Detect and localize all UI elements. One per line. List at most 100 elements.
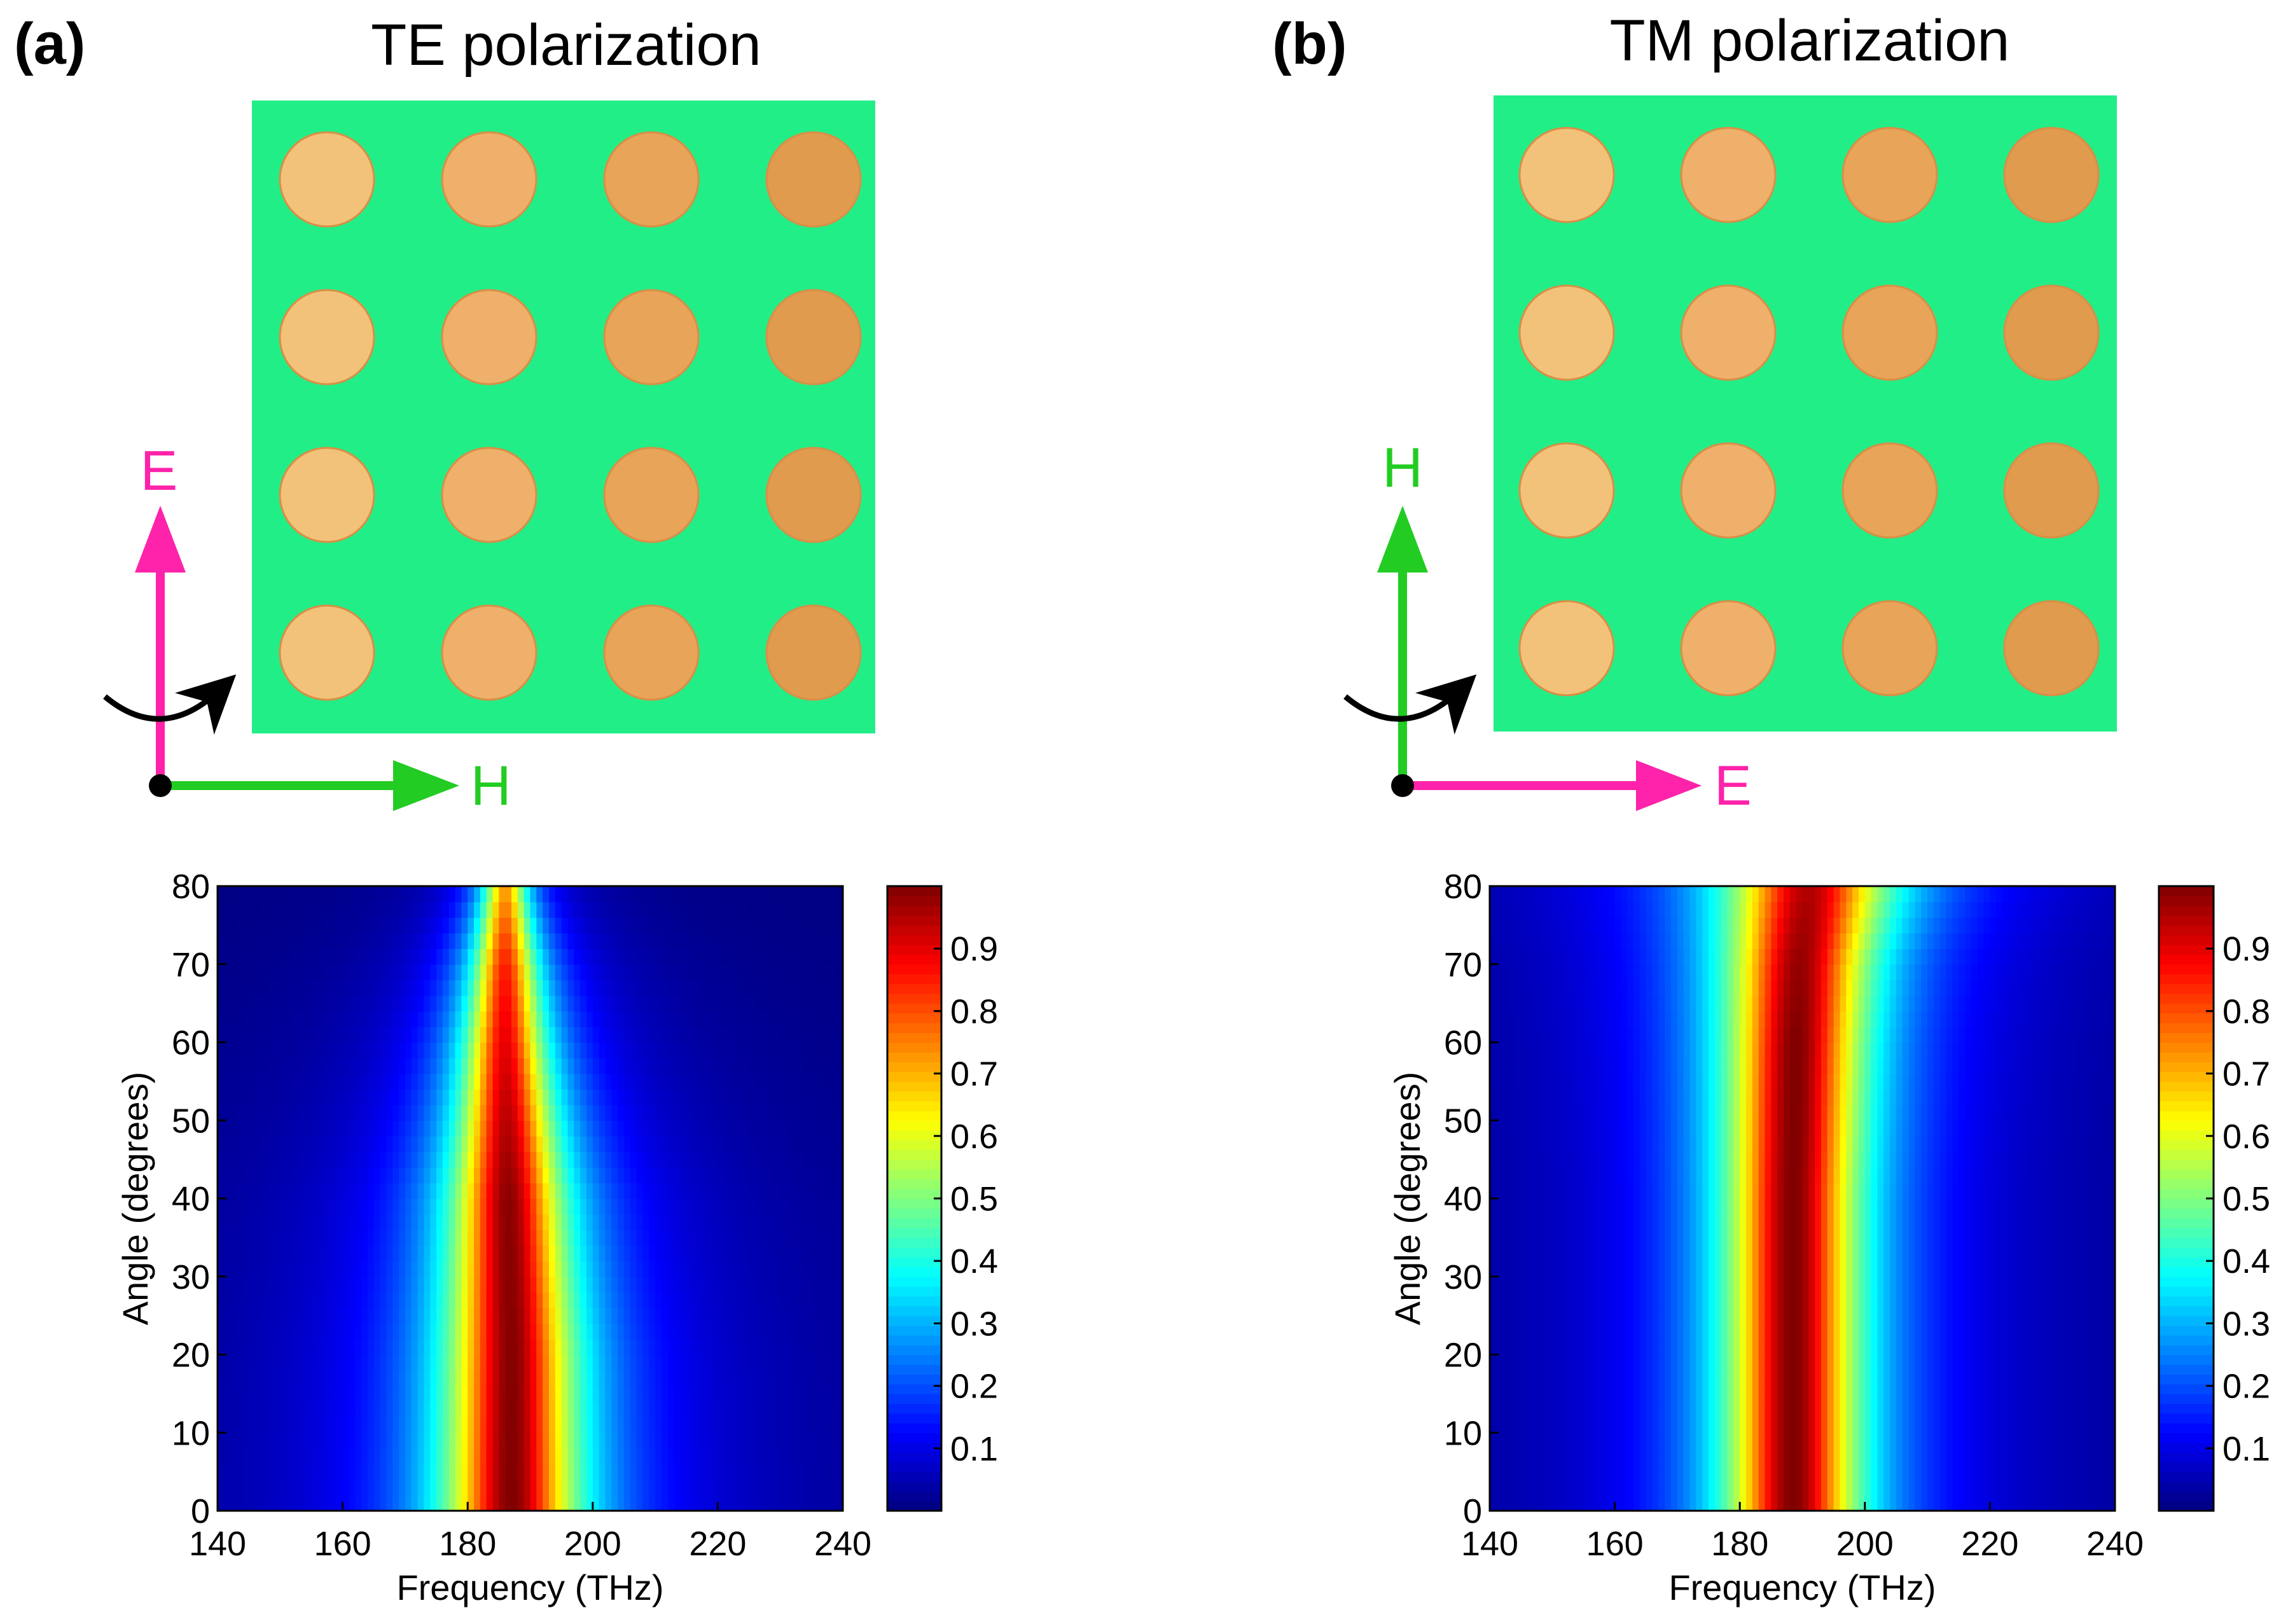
heatmap-cell [1752,1401,1759,1418]
heatmap-cell [655,1214,662,1230]
heatmap-cell [548,1448,556,1465]
heatmap-cell [649,1495,656,1511]
heatmap-cell [724,1042,731,1058]
heatmap-cell [2052,1417,2060,1434]
heatmap-cell [380,995,387,1012]
heatmap-cell [486,995,494,1012]
heatmap-cell [468,1245,475,1261]
heatmap-cell [686,1307,693,1324]
heatmap-cell [780,1417,787,1434]
heatmap-cell [567,1495,575,1511]
disk [279,289,375,385]
heatmap-cell [324,1104,331,1121]
heatmap-cell [324,1276,331,1293]
heatmap-cell [424,886,431,903]
heatmap-cell [517,1338,525,1356]
heatmap-cell [698,1276,706,1293]
heatmap-cell [655,1230,662,1246]
heatmap-cell [286,1479,293,1496]
heatmap-cell [623,1448,631,1465]
heatmap-cell [298,1370,306,1387]
heatmap-cell [805,1464,812,1480]
heatmap-cell [1546,1401,1553,1418]
heatmap-cell [599,1323,606,1340]
heatmap-cell [736,1151,744,1168]
heatmap-cell [1952,1479,1960,1496]
heatmap-cell [736,1354,744,1371]
heatmap-cell [698,948,706,965]
heatmap-cell [749,1417,756,1434]
heatmap-cell [392,1292,399,1308]
heatmap-cell [1796,1448,1803,1465]
heatmap-cell [555,917,562,934]
heatmap-cell [1883,1433,1890,1449]
heatmap-cell [311,886,319,903]
heatmap-cell [793,1151,800,1168]
heatmap-cell [2052,1464,2060,1480]
heatmap-cell [567,1120,575,1137]
heatmap-cell [1683,1464,1691,1480]
heatmap-cell [367,1370,375,1387]
heatmap-cell [399,1292,406,1308]
heatmap-cell [430,1433,437,1449]
heatmap-cell [761,1292,768,1308]
heatmap-cell [1733,1464,1740,1480]
heatmap-cell [636,1354,644,1371]
heatmap-cell [623,948,631,965]
heatmap-cell [2083,1495,2091,1511]
heatmap-cell [730,1011,737,1027]
heatmap-cell [336,964,343,981]
heatmap-cell [1583,1433,1591,1449]
heatmap-cell [411,995,419,1012]
heatmap-cell [1877,1464,1885,1480]
heatmap-cell [618,980,625,996]
heatmap-cell [380,1385,387,1402]
heatmap-cell [1652,1385,1660,1402]
heatmap-cell [830,1417,837,1434]
heatmap-cell [730,1338,737,1356]
y-tick-label: 10 [172,1414,210,1452]
heatmap-cell [274,1370,281,1387]
heatmap-cell [642,948,650,965]
heatmap-cell [342,1073,350,1090]
heatmap-cell [317,1151,324,1168]
heatmap-cell [543,1479,550,1496]
heatmap-cell [380,1230,387,1246]
heatmap-cell [254,1026,262,1043]
heatmap-cell [780,1245,787,1261]
heatmap-cell [373,901,381,918]
heatmap-cell [349,1089,356,1106]
heatmap-cell [218,948,225,965]
heatmap-cell [698,1089,706,1106]
heatmap-cell [218,1307,225,1324]
heatmap-cell [693,1151,700,1168]
vertical-vector-label: E [141,439,178,502]
heatmap-cell [630,917,637,934]
heatmap-cell [817,1323,825,1340]
heatmap-cell [592,886,600,903]
heatmap-cell [636,1026,644,1043]
heatmap-cell [1539,1495,1547,1511]
heatmap-cell [474,1417,481,1434]
heatmap-cell [530,886,537,903]
heatmap-cell [424,1135,431,1153]
heatmap-cell [499,964,506,981]
heatmap-cell [742,1323,750,1340]
heatmap-cell [705,1448,712,1465]
heatmap-cell [317,1354,324,1371]
heatmap-cell [436,886,443,903]
y-tick-label: 20 [172,1336,210,1375]
heatmap-cell [773,995,781,1012]
heatmap-cell [511,1354,518,1371]
heatmap-cell [380,1370,387,1387]
heatmap-cell [367,1307,375,1324]
heatmap-cell [768,1448,775,1465]
heatmap-cell [274,1042,281,1058]
heatmap-cell [218,1245,225,1261]
heatmap-cell [324,1385,331,1402]
heatmap-cell [267,1448,275,1465]
heatmap-cell [373,886,381,903]
heatmap-cell [636,1323,644,1340]
heatmap-cell [242,1495,249,1511]
heatmap-cell [468,917,475,934]
